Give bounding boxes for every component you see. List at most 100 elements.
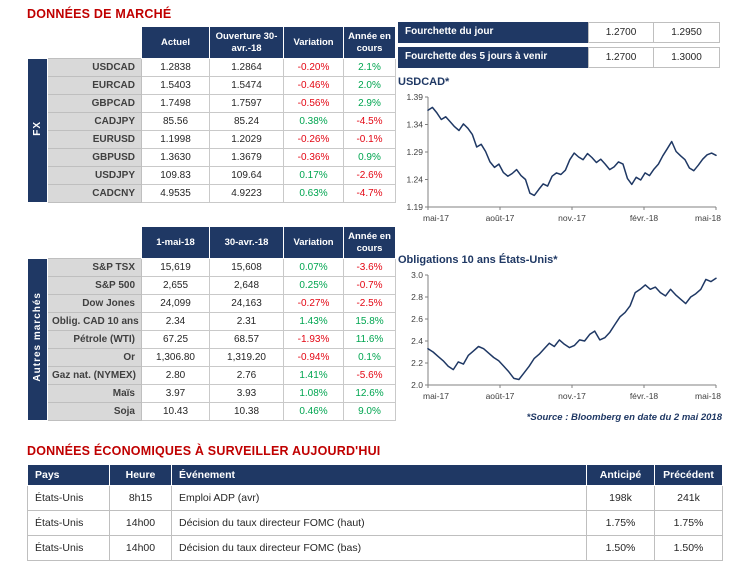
table-row: Dow Jones 24,099 24,163 -0.27% -2.5% bbox=[28, 294, 396, 313]
value-variation: 1.41% bbox=[283, 366, 344, 385]
econ-row: États-Unis 14h00 Décision du taux directeu… bbox=[27, 510, 723, 536]
fx-col-variation: Variation bbox=[283, 26, 344, 59]
instrument-label: Gaz nat. (NYMEX) bbox=[47, 366, 142, 385]
range-row-5days: Fourchette des 5 jours à venir 1.2700 1.… bbox=[398, 47, 722, 68]
range-day-low: 1.2700 bbox=[588, 22, 654, 43]
other-markets-group-strip: Autres marchés bbox=[27, 258, 48, 421]
svg-text:nov.-17: nov.-17 bbox=[558, 213, 586, 223]
country-cell: États-Unis bbox=[27, 535, 110, 561]
value-ytd: -5.6% bbox=[343, 366, 396, 385]
instrument-label: CADJPY bbox=[47, 112, 142, 131]
table-row: Oblig. CAD 10 ans 2.34 2.31 1.43% 15.8% bbox=[28, 312, 396, 331]
fx-col-ytd: Année en cours bbox=[343, 26, 396, 59]
svg-text:mai-18: mai-18 bbox=[695, 391, 721, 401]
econ-col-evenement: Événement bbox=[171, 464, 587, 486]
value-open: 24,163 bbox=[209, 294, 284, 313]
value-ytd: -2.5% bbox=[343, 294, 396, 313]
svg-text:févr.-18: févr.-18 bbox=[630, 391, 659, 401]
value-open: 10.38 bbox=[209, 402, 284, 421]
fx-col-ouverture: Ouverture 30-avr.-18 bbox=[209, 26, 284, 59]
value-ytd: 2.9% bbox=[343, 94, 396, 113]
value-variation: -0.27% bbox=[283, 294, 344, 313]
instrument-label: S&P 500 bbox=[47, 276, 142, 295]
table-row: Maïs 3.97 3.93 1.08% 12.6% bbox=[28, 384, 396, 403]
value-ytd: 15.8% bbox=[343, 312, 396, 331]
expected-cell: 1.50% bbox=[586, 535, 655, 561]
instrument-label: GBPCAD bbox=[47, 94, 142, 113]
value-open: 2,648 bbox=[209, 276, 284, 295]
table-row: Or 1,306.80 1,319.20 -0.94% 0.1% bbox=[28, 348, 396, 367]
time-cell: 14h00 bbox=[109, 510, 172, 536]
svg-text:mai-18: mai-18 bbox=[695, 213, 721, 223]
instrument-label: EURCAD bbox=[47, 76, 142, 95]
value-variation: 0.38% bbox=[283, 112, 344, 131]
range-row-day: Fourchette du jour 1.2700 1.2950 bbox=[398, 22, 722, 43]
value-variation: 1.08% bbox=[283, 384, 344, 403]
econ-col-heure: Heure bbox=[109, 464, 172, 486]
svg-text:1.24: 1.24 bbox=[406, 175, 423, 185]
country-cell: États-Unis bbox=[27, 485, 110, 511]
value-ytd: 11.6% bbox=[343, 330, 396, 349]
econ-col-precedent: Précédent bbox=[654, 464, 723, 486]
fx-group-strip: FX bbox=[27, 58, 48, 203]
value-variation: 0.07% bbox=[283, 258, 344, 277]
value-variation: -0.56% bbox=[283, 94, 344, 113]
value-ytd: 0.1% bbox=[343, 348, 396, 367]
instrument-label: Or bbox=[47, 348, 142, 367]
range-day-high: 1.2950 bbox=[654, 22, 720, 43]
value-ytd: 2.0% bbox=[343, 76, 396, 95]
svg-text:2.6: 2.6 bbox=[411, 314, 423, 324]
value-current: 4.9535 bbox=[141, 184, 210, 203]
svg-text:févr.-18: févr.-18 bbox=[630, 213, 659, 223]
market-data-title: DONNÉES DE MARCHÉ bbox=[27, 7, 172, 21]
value-current: 85.56 bbox=[141, 112, 210, 131]
table-row: FX USDCAD 1.2838 1.2864 -0.20% 2.1% bbox=[27, 58, 396, 203]
table-row: EURCAD 1.5403 1.5474 -0.46% 2.0% bbox=[28, 76, 396, 95]
instrument-label: Pétrole (WTI) bbox=[47, 330, 142, 349]
value-variation: -0.94% bbox=[283, 348, 344, 367]
instrument-label: Oblig. CAD 10 ans bbox=[47, 312, 142, 331]
value-open: 1.7597 bbox=[209, 94, 284, 113]
value-open: 1,319.20 bbox=[209, 348, 284, 367]
econ-header-row: Pays Heure Événement Anticipé Précédent bbox=[27, 464, 723, 486]
value-ytd: 12.6% bbox=[343, 384, 396, 403]
value-variation: 1.43% bbox=[283, 312, 344, 331]
range-day-label: Fourchette du jour bbox=[398, 22, 588, 43]
svg-text:mai-17: mai-17 bbox=[423, 391, 449, 401]
table-row: Autres marchés S&P TSX 15,619 15,608 0.07% -3… bbox=[27, 258, 396, 421]
value-open: 15,608 bbox=[209, 258, 284, 277]
event-cell: Décision du taux directeur FOMC (haut) bbox=[171, 510, 587, 536]
value-variation: 0.17% bbox=[283, 166, 344, 185]
value-open: 85.24 bbox=[209, 112, 284, 131]
value-open: 4.9223 bbox=[209, 184, 284, 203]
expected-cell: 198k bbox=[586, 485, 655, 511]
instrument-label: USDJPY bbox=[47, 166, 142, 185]
table-row: GBPCAD 1.7498 1.7597 -0.56% 2.9% bbox=[28, 94, 396, 113]
fx-header-row: Actuel Ouverture 30-avr.-18 Variation An… bbox=[28, 26, 396, 59]
value-current: 2.80 bbox=[141, 366, 210, 385]
value-open: 68.57 bbox=[209, 330, 284, 349]
svg-text:1.34: 1.34 bbox=[406, 120, 423, 130]
value-current: 10.43 bbox=[141, 402, 210, 421]
group-label: FX bbox=[32, 120, 43, 136]
svg-text:août-17: août-17 bbox=[486, 391, 515, 401]
usdcad-chart-title: USDCAD* bbox=[398, 76, 450, 88]
table-row: Soja 10.43 10.38 0.46% 9.0% bbox=[28, 402, 396, 421]
svg-text:2.0: 2.0 bbox=[411, 380, 423, 390]
instrument-label: EURUSD bbox=[47, 130, 142, 149]
instrument-label: Dow Jones bbox=[47, 294, 142, 313]
header-spacer bbox=[28, 27, 142, 59]
svg-text:1.39: 1.39 bbox=[406, 92, 423, 102]
value-current: 3.97 bbox=[141, 384, 210, 403]
value-open: 1.2864 bbox=[209, 58, 284, 77]
table-row: CADCNY 4.9535 4.9223 0.63% -4.7% bbox=[28, 184, 396, 203]
group-label: Autres marchés bbox=[32, 292, 43, 382]
usdcad-chart-block: USDCAD* 1.19 1.24 1.29 1.34 1.39 mai-17 août-1… bbox=[398, 76, 722, 230]
value-ytd: -0.1% bbox=[343, 130, 396, 149]
instrument-label: S&P TSX bbox=[47, 258, 142, 277]
value-current: 67.25 bbox=[141, 330, 210, 349]
source-note: *Source : Bloomberg en date du 2 mai 201… bbox=[526, 412, 722, 423]
fx-table: Actuel Ouverture 30-avr.-18 Variation An… bbox=[27, 26, 396, 203]
markets-col-mai1: 1-mai-18 bbox=[141, 226, 210, 259]
value-ytd: -4.7% bbox=[343, 184, 396, 203]
